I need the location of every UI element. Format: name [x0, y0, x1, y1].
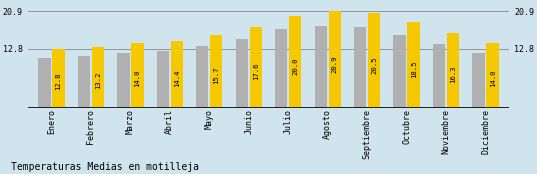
Bar [117, 53, 129, 108]
Bar [447, 33, 460, 108]
Bar [38, 58, 50, 108]
Bar [315, 26, 327, 108]
Text: 14.0: 14.0 [134, 70, 140, 87]
Bar [236, 39, 248, 108]
Text: 17.6: 17.6 [253, 62, 259, 80]
Bar [354, 27, 366, 108]
Text: 20.9: 20.9 [332, 56, 338, 73]
Text: 15.7: 15.7 [213, 66, 219, 84]
Bar [131, 43, 143, 108]
Text: 20.5: 20.5 [371, 56, 377, 74]
Text: 13.2: 13.2 [95, 72, 101, 89]
Bar [77, 56, 90, 108]
Bar [289, 16, 301, 108]
Bar [368, 13, 380, 108]
Bar [157, 51, 169, 108]
Text: 12.8: 12.8 [55, 72, 61, 90]
Bar [487, 43, 499, 108]
Text: 20.0: 20.0 [292, 57, 298, 75]
Bar [433, 44, 445, 108]
Bar [92, 47, 104, 108]
Bar [52, 49, 64, 108]
Bar [408, 22, 420, 108]
Text: 18.5: 18.5 [411, 61, 417, 78]
Bar [171, 41, 183, 108]
Bar [250, 27, 262, 108]
Bar [473, 53, 485, 108]
Bar [275, 29, 287, 108]
Bar [196, 46, 208, 108]
Bar [210, 35, 222, 108]
Text: 14.4: 14.4 [174, 69, 180, 87]
Bar [329, 11, 341, 108]
Text: 14.0: 14.0 [490, 70, 496, 87]
Bar [394, 35, 406, 108]
Text: 16.3: 16.3 [450, 65, 456, 83]
Text: Temperaturas Medias en motilleja: Temperaturas Medias en motilleja [11, 162, 199, 172]
